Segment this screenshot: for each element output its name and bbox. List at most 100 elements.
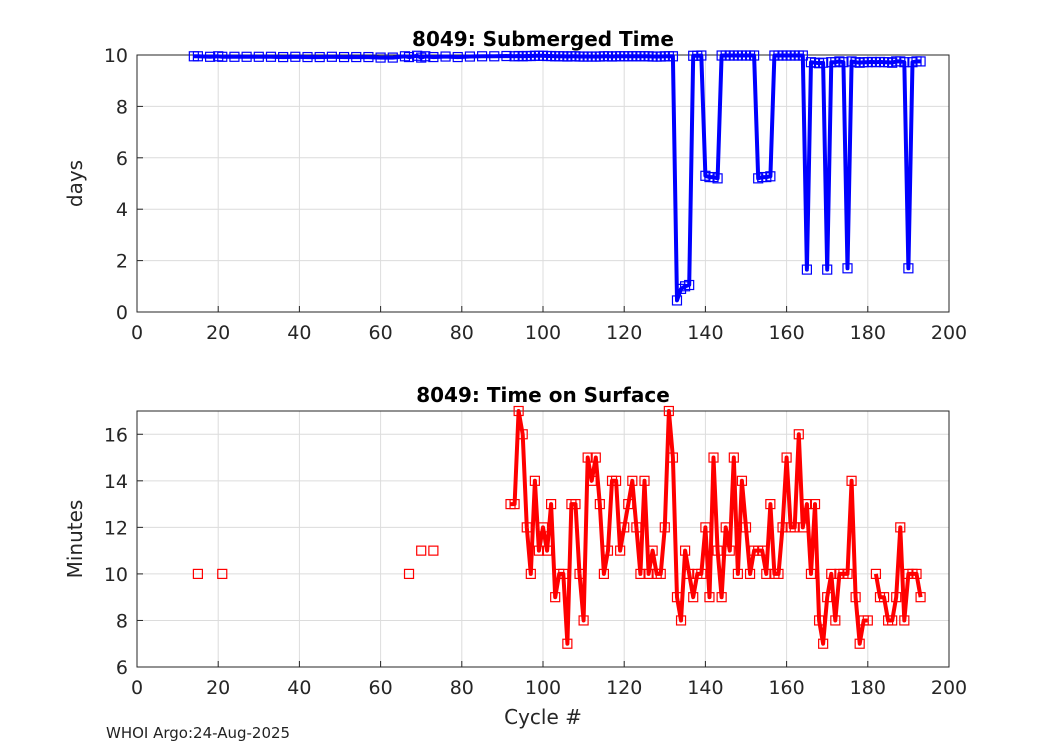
surface-data-point: [659, 522, 670, 533]
surface-data-point: [878, 592, 890, 603]
surface-data-point: [541, 545, 553, 556]
surface-x-tick-label: 160: [768, 677, 804, 699]
submerged-data-point: [667, 51, 679, 62]
surface-x-tick-label: 20: [206, 677, 230, 699]
surface-data-point: [586, 475, 597, 486]
surface-data-point: [217, 568, 228, 580]
surface-x-ticks: 0 20 40 60 80 100 120 140 160 180 200: [131, 661, 967, 699]
submerged-y-tick-label: 8: [116, 96, 128, 118]
surface-data-point: [627, 475, 638, 486]
submerged-data-point: [229, 51, 240, 62]
surface-x-tick-label: 100: [525, 677, 561, 699]
surface-y-axis-label: Minutes: [63, 500, 87, 579]
submerged-x-ticks: 0 20 40 60 80 100 120 140 160 180 200: [131, 306, 967, 344]
surface-y-tick-label: 16: [104, 424, 128, 446]
surface-data-point: [619, 522, 630, 533]
credit-footer: WHOI Argo:24-Aug-2025: [106, 724, 291, 742]
submerged-data-point: [818, 57, 829, 68]
submerged-data-point: [801, 264, 813, 275]
submerged-x-tick-label: 80: [450, 322, 474, 344]
surface-x-tick-label: 200: [931, 677, 967, 699]
surface-data-point: [781, 452, 792, 463]
surface-data-point: [192, 568, 203, 580]
submerged-x-tick-label: 40: [287, 322, 311, 344]
submerged-data-point: [326, 51, 337, 62]
submerged-data-point: [351, 51, 362, 63]
surface-data-point: [647, 545, 658, 556]
surface-data-point: [708, 452, 719, 463]
surface-y-tick-label: 12: [104, 517, 128, 539]
surface-data-point: [582, 452, 593, 463]
surface-data-point: [635, 568, 646, 580]
surface-data-point: [797, 522, 808, 533]
surface-data-point: [537, 522, 549, 533]
surface-data-point: [720, 522, 731, 533]
submerged-data-point: [278, 51, 289, 63]
submerged-data-point: [477, 51, 488, 62]
submerged-x-tick-label: 0: [131, 322, 143, 344]
submerged-chart-title: 8049: Submerged Time: [412, 27, 674, 51]
submerged-series: [188, 50, 926, 306]
surface-data-point: [712, 545, 723, 556]
submerged-data-point: [428, 51, 439, 63]
surface-data-point: [696, 568, 707, 580]
surface-data-point: [546, 498, 557, 510]
surface-data-point: [663, 405, 674, 417]
surface-data-point: [655, 568, 666, 580]
submerged-data-point: [302, 51, 313, 63]
surface-data-point: [513, 405, 524, 417]
submerged-data-point: [338, 51, 350, 63]
surface-data-point: [757, 545, 768, 556]
surface-data-point: [724, 545, 735, 556]
submerged-data-point: [489, 51, 500, 62]
surface-data-point: [610, 475, 622, 486]
surface-data-point: [818, 638, 829, 649]
surface-y-tick-label: 8: [116, 610, 128, 632]
submerged-data-point: [420, 51, 431, 62]
surface-data-point: [822, 592, 833, 603]
surface-y-ticks: 6 8 10 12 14 16: [104, 424, 143, 679]
submerged-y-tick-label: 10: [104, 45, 128, 67]
surface-data-point: [732, 568, 743, 580]
submerged-x-tick-label: 20: [206, 322, 230, 344]
submerged-data-point: [464, 51, 476, 62]
surface-y-tick-label: 10: [104, 564, 128, 586]
surface-data-point: [793, 429, 804, 440]
surface-data-point: [862, 615, 873, 626]
surface-data-point: [850, 592, 861, 603]
surface-data-point: [639, 475, 650, 486]
submerged-data-point: [842, 263, 853, 274]
surface-data-point: [562, 638, 573, 649]
surface-data-point: [765, 498, 776, 510]
surface-data-point: [842, 568, 853, 580]
submerged-x-tick-label: 100: [525, 322, 561, 344]
submerged-data-point: [899, 57, 910, 68]
submerged-data-point: [253, 51, 264, 62]
surface-data-point: [416, 545, 427, 556]
submerged-data-point: [749, 50, 760, 61]
submerged-data-point: [797, 50, 808, 61]
surface-data-point: [805, 568, 817, 580]
surface-data-point: [830, 615, 841, 626]
surface-data-point: [675, 615, 687, 626]
submerged-data-point: [712, 173, 723, 184]
surface-data-point: [529, 475, 540, 486]
submerged-data-point: [387, 52, 398, 63]
surface-data-point: [915, 592, 926, 603]
surface-data-point: [854, 638, 865, 649]
surface-data-point: [671, 592, 683, 603]
submerged-x-tick-label: 160: [768, 322, 804, 344]
surface-x-axis-label: Cycle #: [504, 705, 582, 729]
surface-data-point: [777, 522, 788, 533]
surface-data-point: [736, 475, 748, 486]
surface-time-chart: 0 20 40 60 80 100 120 140 160 180 200 6 8 10 12 14 16 8…: [63, 383, 967, 729]
surface-data-point: [761, 568, 772, 580]
submerged-data-point: [314, 51, 325, 63]
surface-data-point: [684, 568, 695, 580]
surface-data-point: [428, 545, 439, 556]
submerged-y-tick-label: 0: [116, 302, 128, 324]
submerged-data-point: [822, 264, 833, 275]
submerged-data-point: [671, 295, 683, 306]
submerged-data-point: [501, 50, 512, 62]
submerged-x-tick-label: 180: [850, 322, 886, 344]
